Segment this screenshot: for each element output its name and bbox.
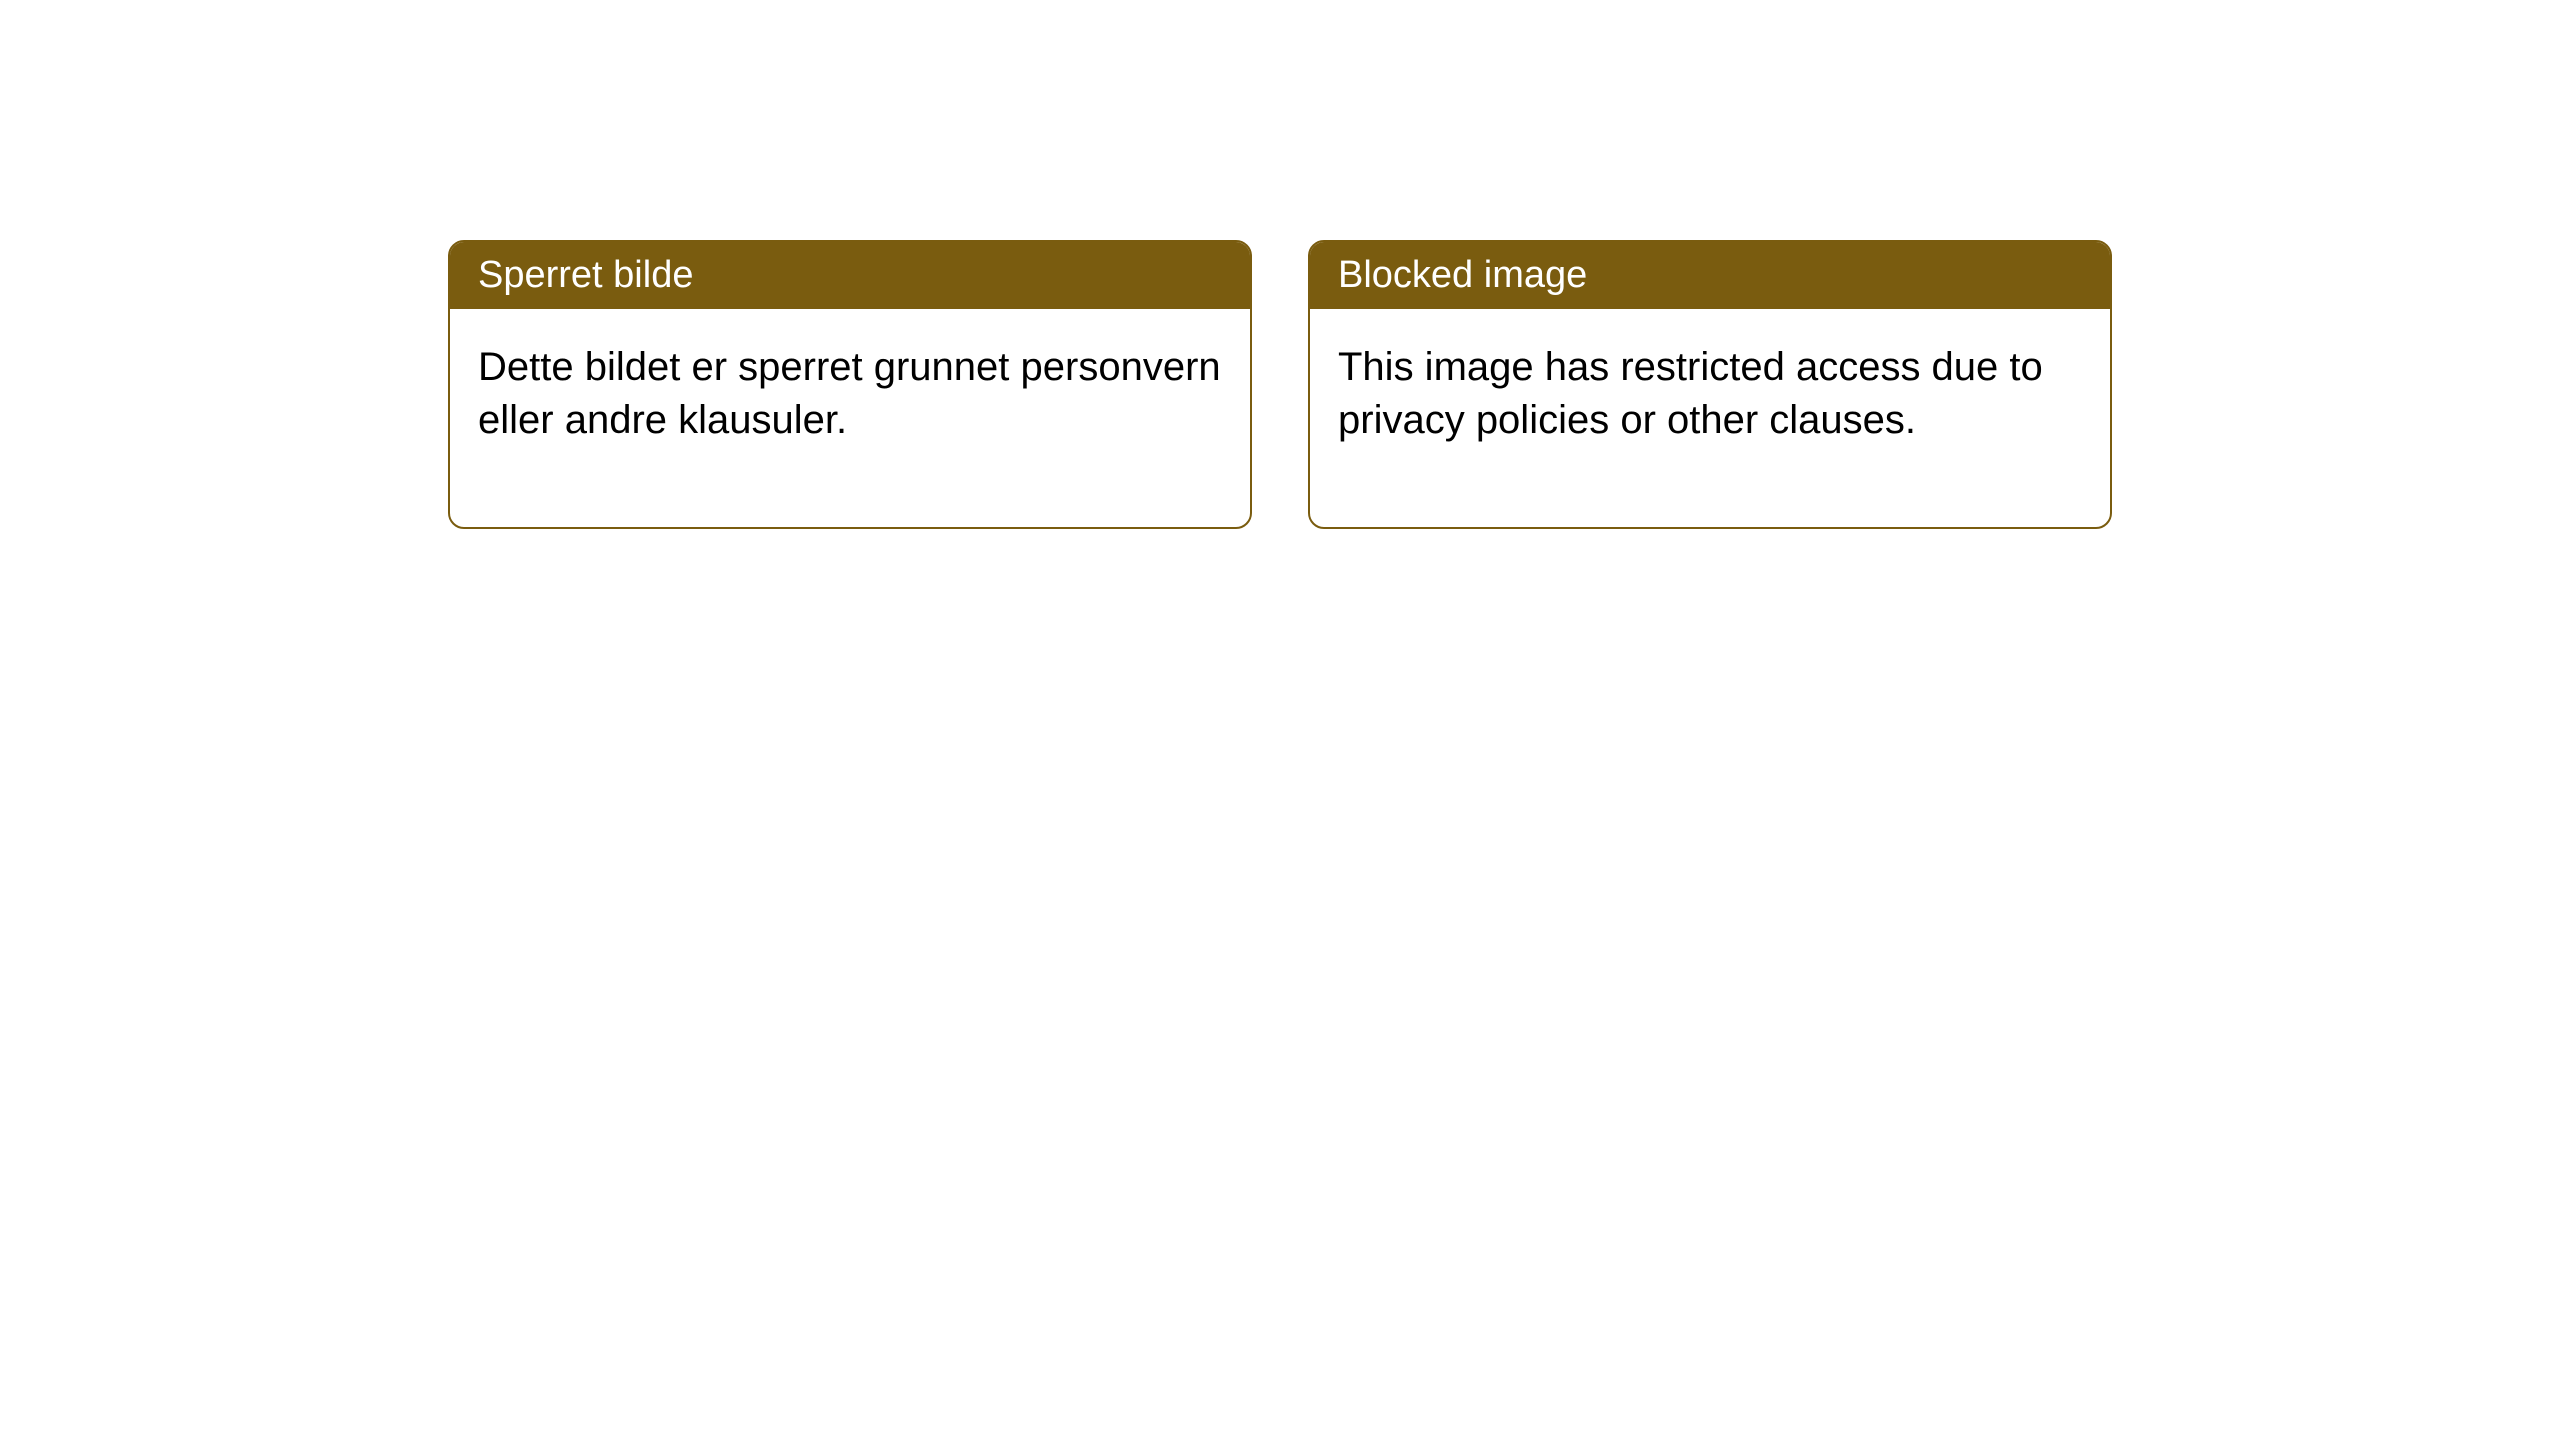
notice-cards-container: Sperret bilde Dette bildet er sperret gr…: [448, 240, 2112, 529]
notice-card-norwegian: Sperret bilde Dette bildet er sperret gr…: [448, 240, 1252, 529]
card-body: This image has restricted access due to …: [1310, 309, 2110, 527]
card-header: Blocked image: [1310, 242, 2110, 309]
card-body-text: Dette bildet er sperret grunnet personve…: [478, 345, 1221, 442]
card-header: Sperret bilde: [450, 242, 1250, 309]
card-title: Blocked image: [1338, 254, 1587, 296]
notice-card-english: Blocked image This image has restricted …: [1308, 240, 2112, 529]
card-body-text: This image has restricted access due to …: [1338, 345, 2043, 442]
card-title: Sperret bilde: [478, 254, 693, 296]
card-body: Dette bildet er sperret grunnet personve…: [450, 309, 1250, 527]
